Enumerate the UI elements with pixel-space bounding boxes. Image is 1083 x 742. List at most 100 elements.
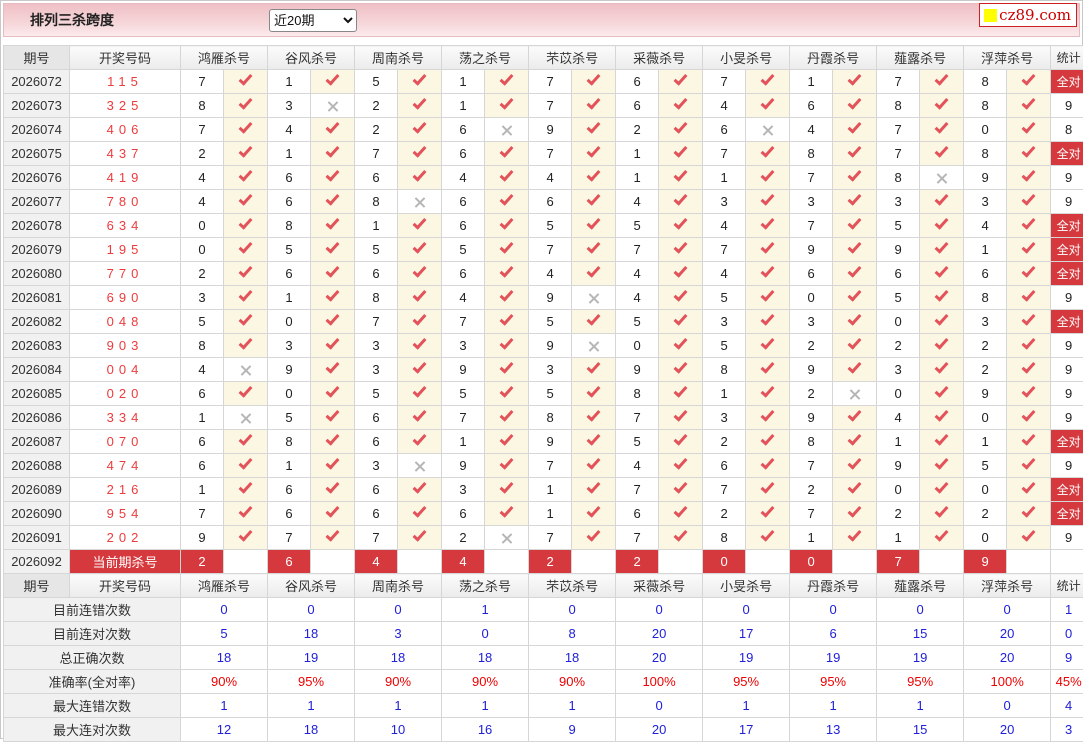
kill-number-cell: 6	[268, 502, 311, 526]
page-title: 排列三杀跨度	[30, 10, 114, 30]
check-icon	[413, 119, 427, 133]
stats-value-cell: 19	[790, 646, 877, 670]
check-icon	[761, 431, 775, 445]
check-icon	[674, 503, 688, 517]
kill-result-cell	[1007, 286, 1051, 310]
kill-number-cell: 6	[442, 214, 485, 238]
check-icon	[935, 215, 949, 229]
stat-value-cell: 9	[1051, 406, 1083, 430]
current-kill-number-cell: 2	[616, 550, 659, 574]
kill-result-cell	[920, 94, 964, 118]
kill-number-cell: 4	[442, 166, 485, 190]
kill-number-cell: 8	[181, 334, 224, 358]
stats-value-cell: 1	[268, 694, 355, 718]
kill-number-cell: 7	[877, 70, 920, 94]
kill-result-cell	[311, 142, 355, 166]
check-icon	[848, 167, 862, 181]
kill-result-cell	[1007, 70, 1051, 94]
kill-result-cell	[920, 478, 964, 502]
current-kill-empty-cell	[485, 550, 529, 574]
kill-number-cell: 6	[442, 118, 485, 142]
kill-result-cell	[920, 166, 964, 190]
kill-number-cell: 5	[529, 310, 572, 334]
check-icon	[761, 215, 775, 229]
kill-number-cell: 7	[616, 478, 659, 502]
kill-number-cell: 7	[529, 70, 572, 94]
cross-icon	[500, 124, 513, 137]
kill-result-cell	[833, 502, 877, 526]
draw-numbers-cell: 070	[70, 430, 181, 454]
check-icon	[935, 287, 949, 301]
check-icon	[587, 479, 601, 493]
kill-result-cell	[398, 358, 442, 382]
check-icon	[674, 359, 688, 373]
kill-result-cell	[485, 190, 529, 214]
site-logo[interactable]: cz89.com	[979, 3, 1077, 27]
stat-value-cell: 9	[1051, 382, 1083, 406]
kill-number-cell: 7	[529, 526, 572, 550]
check-icon	[848, 455, 862, 469]
stats-value-cell: 18	[181, 646, 268, 670]
cross-icon	[413, 196, 426, 209]
kill-result-cell	[920, 286, 964, 310]
kill-number-cell: 4	[442, 286, 485, 310]
kill-number-cell: 7	[181, 502, 224, 526]
check-icon	[500, 287, 514, 301]
stat-value-cell: 9	[1051, 358, 1083, 382]
header-kill-1: 鸿雁杀号	[181, 46, 268, 70]
draw-numbers-cell: 474	[70, 454, 181, 478]
period-range-select[interactable]: 近20期	[269, 9, 357, 32]
period-cell: 2026079	[4, 238, 70, 262]
kill-result-cell	[572, 526, 616, 550]
draw-numbers-cell: 004	[70, 358, 181, 382]
draw-numbers-cell: 115	[70, 70, 181, 94]
main-table-body: 期号开奖号码鸿雁杀号谷风杀号周南杀号荡之杀号芣苡杀号采薇杀号小旻杀号丹霞杀号薤露…	[4, 46, 1083, 742]
stats-value-cell: 3	[1051, 718, 1083, 742]
kill-number-cell: 6	[616, 502, 659, 526]
period-cell: 2026090	[4, 502, 70, 526]
check-icon	[848, 479, 862, 493]
draw-numbers-cell: 634	[70, 214, 181, 238]
kill-number-cell: 1	[529, 478, 572, 502]
current-period-label: 当前期杀号	[70, 550, 181, 574]
kill-result-cell	[572, 310, 616, 334]
current-kill-empty-cell	[1007, 550, 1051, 574]
kill-result-cell	[485, 166, 529, 190]
period-cell: 2026081	[4, 286, 70, 310]
kill-result-cell	[398, 118, 442, 142]
check-icon	[413, 167, 427, 181]
kill-number-cell: 6	[616, 70, 659, 94]
table-header-row: 期号开奖号码鸿雁杀号谷风杀号周南杀号荡之杀号芣苡杀号采薇杀号小旻杀号丹霞杀号薤露…	[4, 574, 1083, 598]
stats-value-cell: 0	[964, 694, 1051, 718]
check-icon	[239, 119, 253, 133]
stats-value-cell: 17	[703, 622, 790, 646]
check-icon	[674, 143, 688, 157]
stats-value-cell: 20	[616, 622, 703, 646]
kill-result-cell	[920, 334, 964, 358]
period-cell: 2026072	[4, 70, 70, 94]
check-icon	[239, 143, 253, 157]
check-icon	[500, 215, 514, 229]
kill-result-cell	[224, 190, 268, 214]
check-icon	[587, 359, 601, 373]
kill-number-cell: 4	[790, 118, 833, 142]
kill-result-cell	[833, 454, 877, 478]
stats-value-cell: 6	[790, 622, 877, 646]
kill-result-cell	[572, 430, 616, 454]
kill-number-cell: 3	[964, 310, 1007, 334]
check-icon	[848, 407, 862, 421]
stats-value-cell: 13	[790, 718, 877, 742]
kill-result-cell	[398, 166, 442, 190]
kill-result-cell	[659, 334, 703, 358]
kill-result-cell	[572, 166, 616, 190]
kill-number-cell: 3	[355, 454, 398, 478]
kill-result-cell	[311, 262, 355, 286]
kill-number-cell: 7	[355, 310, 398, 334]
period-cell: 2026076	[4, 166, 70, 190]
kill-result-cell	[746, 286, 790, 310]
kill-number-cell: 5	[181, 310, 224, 334]
